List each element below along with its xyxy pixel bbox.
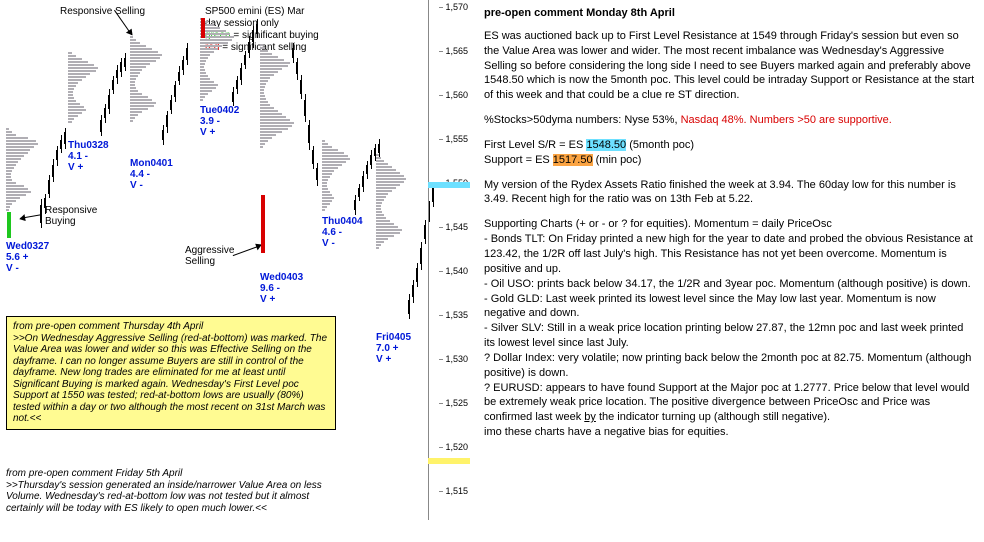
sr2: Support = ES 1517.50 (min poc) [484, 153, 976, 168]
significant-bar [7, 212, 11, 238]
friday-header: from pre-open comment Friday 5th April [6, 468, 346, 480]
day-label: Thu03284.1 -V + [68, 140, 109, 173]
p3: My version of the Rydex Assets Ratio fin… [484, 178, 976, 208]
volume-profile [376, 154, 406, 250]
day-label: Thu04044.6 -V - [322, 216, 363, 249]
axis-tick: 1,530 [445, 354, 468, 364]
volume-profile [260, 44, 294, 149]
axis-tick: 1,525 [445, 398, 468, 408]
right-pane: pre-open comment Monday 8th April ES was… [480, 0, 980, 542]
axis-tick: 1,555 [445, 134, 468, 144]
p2: %Stocks>50dyma numbers: Nyse 53%, Nasdaq… [484, 113, 976, 128]
sr1: First Level S/R = ES 1548.50 (5month poc… [484, 138, 976, 153]
axis-tick: 1,535 [445, 310, 468, 320]
axis-tick: 1,540 [445, 266, 468, 276]
yellow-comment-box: from pre-open comment Thursday 4th April… [6, 316, 336, 430]
day-label: Wed04039.6 -V + [260, 272, 303, 305]
volume-profile [200, 18, 234, 102]
axis-tick: 1,565 [445, 46, 468, 56]
significant-bar [201, 18, 205, 38]
sc7: imo these charts have a negative bias fo… [484, 425, 976, 440]
axis-tick: 1,545 [445, 222, 468, 232]
axis-band-yellow [428, 458, 470, 464]
left-pane: SP500 emini (ES) Mar day session only gr… [0, 0, 470, 542]
day-label: Fri04057.0 +V + [376, 332, 411, 365]
friday-body: >>Thursday's session generated an inside… [6, 480, 346, 515]
sc1: - Bonds TLT: On Friday printed a new hig… [484, 232, 976, 277]
sc4: - Silver SLV: Still in a weak price loca… [484, 321, 976, 351]
sc-header: Supporting Charts (+ or - or ? for equit… [484, 217, 976, 232]
p1: ES was auctioned back up to First Level … [484, 29, 976, 103]
axis-tick: 1,560 [445, 90, 468, 100]
comment-title: pre-open comment Monday 8th April [484, 6, 976, 21]
yellow-header: from pre-open comment Thursday 4th April [13, 321, 329, 333]
yellow-body: >>On Wednesday Aggressive Selling (red-a… [13, 333, 329, 425]
price-axis: 1,5701,5651,5601,5551,5501,5451,5401,535… [428, 0, 470, 520]
chart-area: Wed03275.6 +V - Thu03284.1 -V + Mon04014.4… [0, 0, 428, 350]
friday-note: from pre-open comment Friday 5th April >… [6, 468, 346, 514]
axis-band-cyan [428, 182, 470, 188]
significant-bar [261, 195, 265, 253]
sc6: ? EURUSD: appears to have found Support … [484, 381, 976, 426]
volume-profile [68, 52, 98, 124]
day-label: Mon04014.4 -V - [130, 158, 173, 191]
axis-tick: 1,570 [445, 2, 468, 12]
day-label: Wed03275.6 +V - [6, 241, 49, 274]
volume-profile [6, 128, 38, 212]
sc3: - Gold GLD: Last week printed its lowest… [484, 292, 976, 322]
volume-profile [130, 36, 162, 123]
axis-tick: 1,520 [445, 442, 468, 452]
sc5: ? Dollar Index: very volatile; now print… [484, 351, 976, 381]
sc2: - Oil USO: prints back below 34.17, the … [484, 277, 976, 292]
day-label: Tue04023.9 -V + [200, 105, 239, 138]
axis-tick: 1,515 [445, 486, 468, 496]
volume-profile [322, 140, 350, 212]
